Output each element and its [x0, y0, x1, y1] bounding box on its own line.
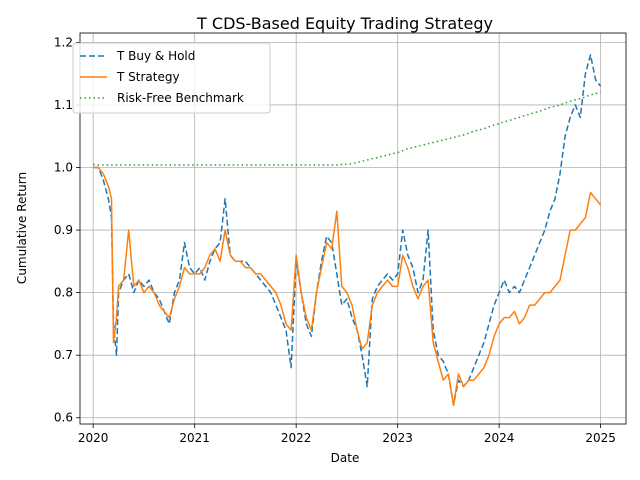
series-line-0	[93, 54, 602, 406]
y-tick-label: 0.8	[54, 286, 73, 300]
y-tick-label: 1.0	[54, 161, 73, 175]
x-tick-label: 2020	[78, 431, 109, 445]
legend-label-0: T Buy & Hold	[116, 49, 195, 63]
x-tick-label: 2021	[179, 431, 210, 445]
y-tick-label: 1.2	[54, 35, 73, 49]
legend-label-2: Risk-Free Benchmark	[117, 91, 244, 105]
x-tick-label: 2025	[585, 431, 616, 445]
y-tick-label: 1.1	[54, 98, 73, 112]
legend-label-1: T Strategy	[116, 70, 180, 84]
series-line-2	[93, 91, 601, 166]
x-tick-label: 2023	[382, 431, 413, 445]
plot-area	[93, 54, 602, 406]
y-axis-label: Cumulative Return	[15, 172, 29, 284]
chart-title: T CDS-Based Equity Trading Strategy	[196, 14, 493, 33]
x-tick-label: 2024	[484, 431, 515, 445]
legend: T Buy & Hold T Strategy Risk-Free Benchmar…	[72, 42, 271, 114]
series-line-1	[93, 166, 602, 406]
y-tick-label: 0.6	[54, 411, 73, 425]
x-tick-label: 2022	[281, 431, 312, 445]
axis-ticks: 2020 2021 2022 2023 2024 2025 0.6 0.7 0.8 0.9 1.0 1…	[54, 35, 616, 445]
legend-box	[72, 42, 271, 114]
x-axis-label: Date	[331, 451, 360, 465]
axes-frame	[79, 32, 627, 425]
y-tick-label: 0.9	[54, 223, 73, 237]
y-tick-label: 0.7	[54, 348, 73, 362]
